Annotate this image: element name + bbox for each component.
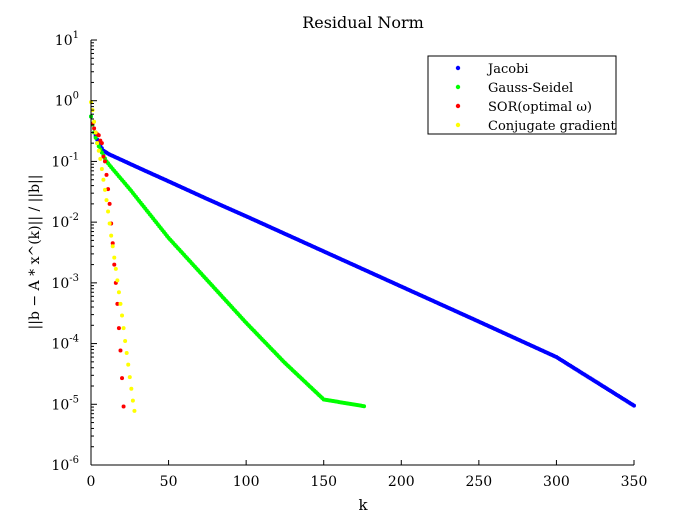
data-point	[130, 398, 135, 403]
data-point	[95, 141, 100, 146]
data-point	[127, 375, 132, 380]
legend-label: Conjugate gradient	[488, 119, 617, 134]
legend-label: Gauss-Seidel	[488, 81, 573, 96]
y-tick-label: 10-1	[51, 151, 79, 170]
series-gauss-seidel	[89, 114, 367, 409]
x-tick-label: 300	[543, 474, 570, 490]
data-point	[115, 278, 120, 283]
x-tick-label: 50	[160, 474, 178, 490]
legend-marker	[455, 103, 461, 109]
legend-label: SOR(optimal ω)	[488, 100, 592, 115]
y-axis-label: ||b − A * x^(k)|| / ||b||	[27, 175, 43, 330]
data-point	[115, 301, 120, 306]
data-point	[101, 154, 106, 159]
data-point	[118, 348, 123, 353]
data-point	[129, 386, 134, 391]
legend-marker	[455, 84, 461, 90]
data-point	[109, 233, 114, 238]
data-point	[362, 404, 367, 409]
data-point	[104, 172, 109, 177]
data-point	[106, 209, 111, 214]
chart-title: Residual Norm	[302, 13, 424, 32]
legend-marker	[455, 65, 461, 71]
y-tick-label: 10-3	[51, 273, 79, 292]
data-point	[99, 167, 104, 172]
y-tick-label: 10-5	[51, 394, 79, 413]
x-tick-label: 350	[621, 474, 648, 490]
data-point	[96, 133, 101, 138]
plot-area	[89, 100, 636, 413]
data-point	[96, 148, 101, 153]
data-point	[110, 241, 115, 246]
data-point	[120, 313, 125, 318]
data-point	[107, 201, 112, 206]
data-point	[110, 244, 115, 249]
x-ticks: 0 50 100 150 200 250 300 350	[87, 460, 648, 490]
x-tick-label: 0	[87, 474, 96, 490]
data-point	[126, 362, 131, 367]
data-point	[92, 119, 97, 124]
data-point	[632, 403, 636, 408]
y-tick-label: 10-4	[51, 334, 79, 353]
series-jacobi	[89, 114, 636, 408]
data-point	[93, 130, 98, 135]
x-tick-label: 100	[233, 474, 260, 490]
data-point	[99, 150, 104, 155]
x-tick-label: 200	[388, 474, 415, 490]
data-point	[106, 187, 111, 192]
legend: Jacobi Gauss-Seidel SOR(optimal ω) Conjugat…	[427, 55, 617, 135]
data-point	[116, 326, 121, 331]
data-point	[132, 408, 137, 413]
data-point	[98, 156, 103, 161]
y-ticks: 10-6 10-5 10-4 10-3 10-2 10-1 100 101	[51, 30, 97, 474]
data-point	[124, 350, 129, 355]
data-point	[92, 126, 97, 131]
axes	[90, 40, 634, 466]
series-conjugate-gradient	[89, 100, 137, 413]
y-tick-label: 10-6	[51, 455, 79, 474]
data-point	[112, 262, 117, 267]
x-axis-label: k	[358, 496, 368, 514]
data-point	[99, 141, 104, 146]
data-point	[112, 255, 117, 260]
data-point	[93, 135, 98, 140]
legend-marker	[455, 122, 461, 128]
data-point	[101, 177, 106, 182]
data-point	[121, 404, 126, 409]
y-tick-label: 10-2	[51, 212, 79, 231]
data-point	[107, 221, 112, 226]
data-point	[102, 159, 107, 164]
x-tick-label: 150	[310, 474, 337, 490]
y-tick-label: 100	[55, 91, 79, 110]
x-tick-label: 250	[465, 474, 492, 490]
data-point	[96, 144, 101, 149]
data-point	[118, 301, 123, 306]
data-point	[121, 326, 126, 331]
data-point	[102, 187, 107, 192]
data-point	[116, 290, 121, 295]
y-tick-label: 101	[55, 30, 79, 49]
data-point	[104, 198, 109, 203]
legend-label: Jacobi	[486, 62, 529, 77]
data-point	[123, 339, 128, 344]
data-point	[120, 376, 125, 381]
data-point	[113, 266, 118, 271]
